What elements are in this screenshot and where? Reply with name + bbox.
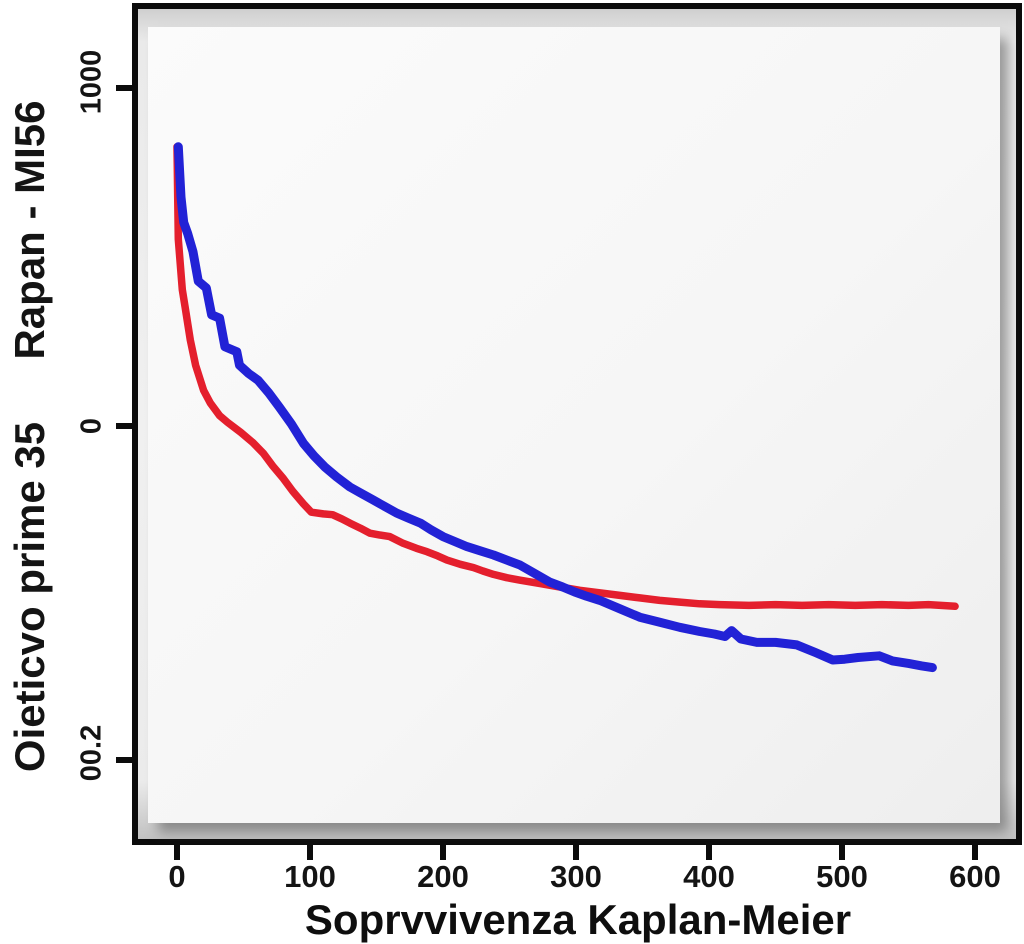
- x-tick-label: 400: [683, 859, 735, 894]
- x-tick-mark: [972, 843, 978, 860]
- x-tick-mark: [440, 843, 446, 860]
- y-tick-label: 00.2: [75, 724, 108, 782]
- x-tick-label: 300: [550, 859, 602, 894]
- x-tick-mark: [307, 843, 313, 860]
- plot-frame: [132, 3, 1022, 845]
- y-axis-title-lower: Oieticvo prime 35: [6, 421, 53, 773]
- plot-panel: [148, 27, 1000, 823]
- x-tick-label: 0: [168, 859, 186, 894]
- x-tick-label: 600: [949, 859, 1001, 894]
- x-tick-mark: [573, 843, 579, 860]
- x-tick-label: 500: [816, 859, 868, 894]
- x-tick-label: 200: [417, 859, 469, 894]
- y-tick-mark: [116, 85, 138, 91]
- x-tick-mark: [174, 843, 180, 860]
- y-tick-mark: [116, 757, 138, 763]
- y-tick-mark: [116, 423, 138, 429]
- x-axis-title: Soprvvivenza Kaplan-Meier: [304, 896, 852, 943]
- y-tick-label: 0: [75, 417, 108, 435]
- x-tick-label: 100: [284, 859, 336, 894]
- x-tick-mark: [839, 843, 845, 860]
- y-tick-label: 1000: [75, 49, 108, 115]
- x-tick-mark: [706, 843, 712, 860]
- y-axis-title-upper: Rapan - MI56: [6, 100, 53, 360]
